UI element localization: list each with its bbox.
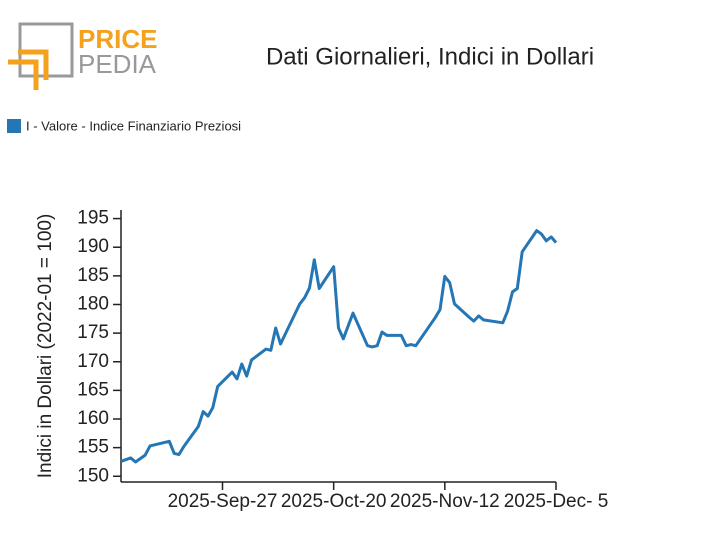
y-tick-label: 195 — [77, 208, 109, 229]
y-tick-label: 175 — [77, 322, 109, 343]
y-tick-label: 155 — [77, 437, 109, 458]
y-tick-label: 170 — [77, 351, 109, 372]
y-tick-label: 165 — [77, 379, 109, 400]
legend-swatch — [7, 119, 21, 133]
y-axis-label: Indici in Dollari (2022-01 = 100) — [35, 214, 56, 479]
logo-text: PEDIA — [78, 49, 157, 79]
logo: PRICE PEDIA — [8, 22, 157, 90]
x-tick-label: 2025-Dec- 5 — [504, 491, 609, 512]
x-tick-label: 2025-Nov-12 — [390, 491, 500, 512]
y-tick-label: 150 — [77, 465, 109, 486]
x-tick-label: 2025-Oct-20 — [281, 491, 387, 512]
y-tick-label: 160 — [77, 408, 109, 429]
y-tick-label: 190 — [77, 236, 109, 257]
logo-mark — [18, 49, 49, 80]
logo-text: PRICE — [78, 24, 157, 54]
chart-title: Dati Giornalieri, Indici in Dollari — [266, 43, 594, 70]
x-tick-label: 2025-Sep-27 — [168, 491, 278, 512]
logo-mark — [8, 59, 39, 90]
data-line — [120, 229, 558, 464]
legend-label: I - Valore - Indice Finanziario Preziosi — [26, 118, 241, 133]
y-tick-label: 180 — [77, 293, 109, 314]
y-tick-label: 185 — [77, 265, 109, 286]
